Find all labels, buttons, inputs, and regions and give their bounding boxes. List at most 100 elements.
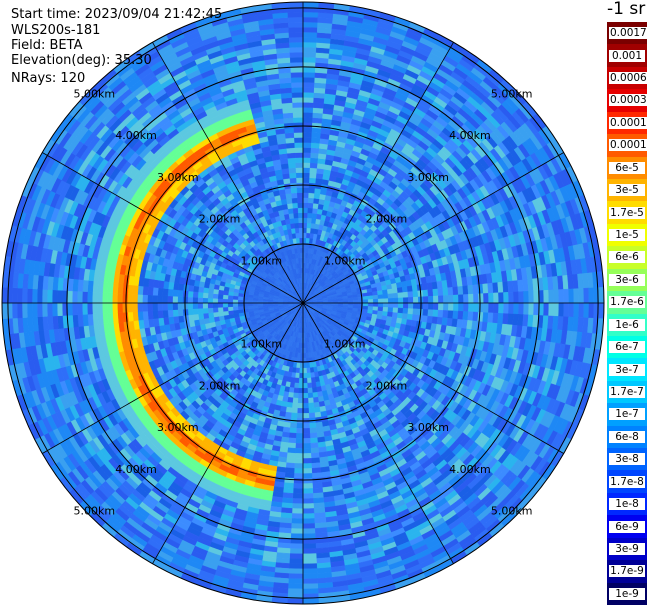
heatmap-cell bbox=[297, 407, 304, 414]
heatmap-cell bbox=[397, 307, 404, 314]
heatmap-cell bbox=[285, 462, 295, 469]
heatmap-cell bbox=[302, 147, 312, 153]
heatmap-cell bbox=[302, 152, 312, 158]
heatmap-cell bbox=[367, 295, 374, 300]
heatmap-cell bbox=[397, 302, 404, 309]
heatmap-cell bbox=[302, 11, 319, 18]
heatmap-cell bbox=[310, 157, 319, 164]
heatmap-cell bbox=[311, 127, 322, 134]
heatmap-cell bbox=[302, 72, 316, 78]
heatmap-cell bbox=[294, 453, 304, 459]
heatmap-cell bbox=[302, 77, 316, 83]
heatmap-cell bbox=[478, 302, 484, 313]
heatmap-cell bbox=[377, 302, 384, 308]
heatmap-cell bbox=[302, 232, 307, 239]
heatmap-cell bbox=[433, 295, 439, 304]
heatmap-cell bbox=[488, 292, 494, 304]
heatmap-cell bbox=[292, 392, 299, 399]
heatmap-cell bbox=[312, 202, 319, 210]
heatmap-cell bbox=[563, 302, 570, 318]
heatmap-cell bbox=[302, 127, 313, 133]
heatmap-cell bbox=[302, 563, 318, 570]
heatmap-cell bbox=[307, 387, 313, 394]
heatmap-cell bbox=[308, 187, 316, 194]
heatmap-cell bbox=[543, 302, 550, 317]
heatmap-cell bbox=[310, 447, 319, 454]
heatmap-cell bbox=[377, 290, 384, 296]
heatmap-cell bbox=[313, 102, 325, 109]
heatmap-cell bbox=[302, 528, 316, 534]
heatmap-cell bbox=[302, 177, 310, 183]
heatmap-cell bbox=[302, 46, 317, 53]
heatmap-cell bbox=[382, 306, 389, 313]
heatmap-cell bbox=[402, 308, 409, 315]
heatmap-cell bbox=[310, 372, 316, 379]
heatmap-cell bbox=[487, 282, 494, 294]
heatmap-cell bbox=[311, 387, 318, 394]
heatmap-cell bbox=[302, 247, 307, 254]
heatmap-cell bbox=[295, 443, 304, 449]
heatmap-cell bbox=[553, 289, 560, 304]
heatmap-cell bbox=[312, 107, 324, 114]
heatmap-cell bbox=[310, 377, 316, 384]
heatmap-cell bbox=[289, 558, 304, 565]
heatmap-cell bbox=[288, 578, 304, 585]
heatmap-cell bbox=[286, 457, 296, 464]
heatmap-cell bbox=[483, 302, 489, 313]
heatmap-cell bbox=[401, 286, 408, 293]
heatmap-cell bbox=[294, 458, 304, 464]
heatmap-cell bbox=[463, 302, 469, 312]
heatmap-cell bbox=[311, 472, 322, 479]
heatmap-cell bbox=[367, 299, 374, 304]
heatmap-cell bbox=[478, 293, 484, 304]
heatmap-cell bbox=[289, 427, 297, 434]
heatmap-cell bbox=[308, 197, 315, 204]
heatmap-cell bbox=[284, 472, 295, 479]
heatmap-cell bbox=[302, 407, 309, 414]
heatmap-cell bbox=[448, 294, 454, 304]
heatmap-cell bbox=[401, 313, 408, 320]
heatmap-cell bbox=[302, 212, 308, 219]
heatmap-cell bbox=[309, 427, 317, 434]
heatmap-cell bbox=[291, 508, 304, 514]
heatmap-cell bbox=[309, 167, 318, 174]
heatmap-cell bbox=[372, 290, 379, 296]
heatmap-cell bbox=[447, 310, 454, 319]
heatmap-cell bbox=[292, 493, 304, 499]
heatmap-cell bbox=[310, 457, 320, 464]
heatmap-cell bbox=[302, 493, 314, 499]
heatmap-cell bbox=[411, 314, 418, 322]
heatmap-cell bbox=[433, 302, 439, 311]
heatmap-cell bbox=[288, 432, 297, 439]
heatmap-cell bbox=[302, 413, 310, 419]
heatmap-cell bbox=[296, 423, 304, 429]
heatmap-cell bbox=[497, 281, 504, 293]
heatmap-cell bbox=[306, 367, 311, 374]
heatmap-cell bbox=[305, 347, 309, 354]
heatmap-cell bbox=[407, 302, 414, 309]
heatmap-cell bbox=[458, 294, 464, 304]
heatmap-cells bbox=[2, 2, 604, 604]
heatmap-cell bbox=[291, 518, 304, 524]
heatmap-cell bbox=[312, 117, 323, 124]
heatmap-cell bbox=[302, 162, 311, 168]
heatmap-cell bbox=[523, 302, 529, 316]
heatmap-cell bbox=[543, 289, 550, 304]
heatmap-cell bbox=[283, 477, 295, 484]
heatmap-cell bbox=[312, 396, 319, 404]
heatmap-cell bbox=[313, 198, 320, 205]
heatmap-cell bbox=[352, 302, 359, 307]
heatmap-cell bbox=[302, 122, 313, 128]
heatmap-cell bbox=[290, 533, 304, 539]
heatmap-cell bbox=[302, 217, 308, 224]
heatmap-cell bbox=[302, 197, 309, 204]
heatmap-cell bbox=[488, 302, 494, 314]
heatmap-cell bbox=[443, 302, 449, 311]
heatmap-cell bbox=[503, 292, 509, 304]
heatmap-cell bbox=[382, 289, 389, 295]
heatmap-cell bbox=[311, 137, 321, 144]
heatmap-cell bbox=[302, 433, 311, 439]
heatmap-cell bbox=[447, 287, 454, 296]
heatmap-cell bbox=[487, 312, 494, 324]
